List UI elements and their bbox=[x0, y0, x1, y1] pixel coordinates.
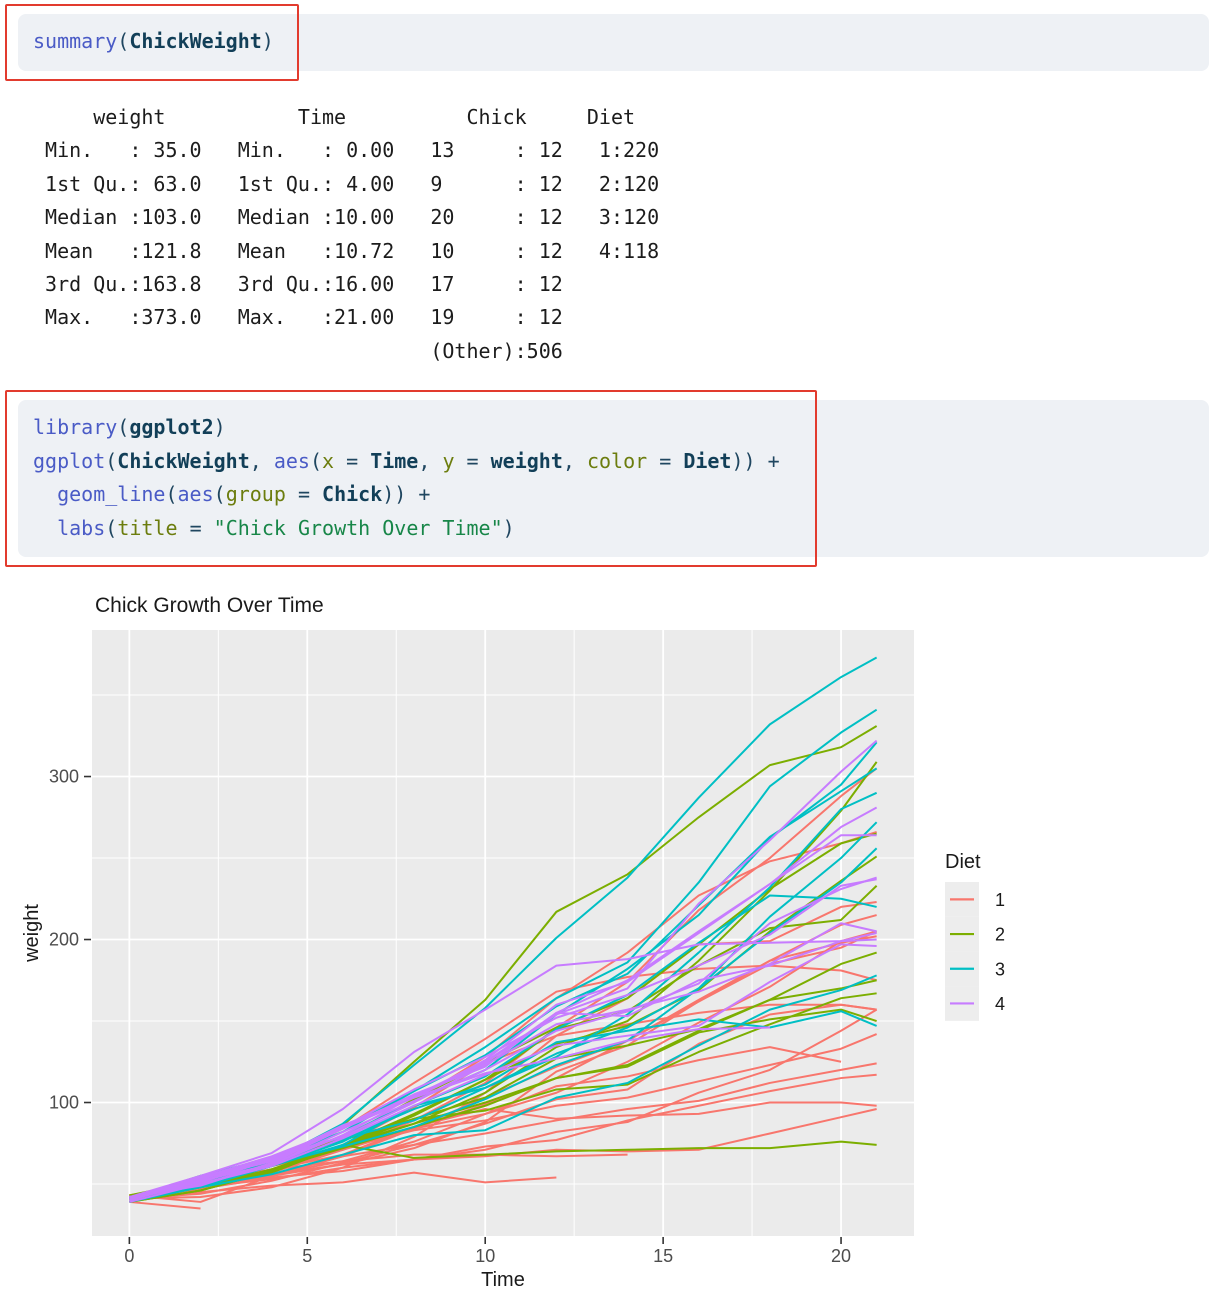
code-token: y bbox=[442, 448, 455, 473]
legend-label: 2 bbox=[995, 925, 1005, 945]
code-token: Time bbox=[370, 448, 419, 473]
code-token bbox=[33, 516, 57, 540]
code-token: ) bbox=[213, 415, 226, 439]
summary-console-output: weight Time Chick Diet Min. : 35.0 Min. … bbox=[45, 105, 660, 363]
code-token: ) bbox=[261, 29, 274, 53]
code-token: group bbox=[225, 482, 286, 506]
code-token: color bbox=[586, 448, 648, 473]
legend-label: 1 bbox=[995, 890, 1005, 910]
code-token: ChickWeight bbox=[117, 448, 250, 473]
plot-panel bbox=[92, 630, 914, 1236]
code-token: aes bbox=[177, 482, 214, 506]
code-token: ( bbox=[117, 29, 130, 53]
code-token: Diet bbox=[683, 448, 732, 473]
code-token: )) + bbox=[731, 448, 780, 473]
code-token: ( bbox=[117, 415, 130, 439]
x-tick-label: 0 bbox=[124, 1246, 134, 1266]
code-token: weight bbox=[490, 448, 563, 473]
code-token: Chick bbox=[322, 482, 383, 506]
code-token: geom_line bbox=[57, 482, 166, 506]
chick-line-19 bbox=[129, 1008, 878, 1197]
chart-svg: Chick Growth Over Time 0 5 10 15 20 100 200 300 T… bbox=[21, 594, 1005, 1291]
code-line: ggplot(ChickWeight, aes(x = Time, y = we… bbox=[33, 445, 1209, 479]
code-token: = bbox=[454, 448, 491, 473]
legend-label: 3 bbox=[995, 959, 1005, 979]
code-token: title bbox=[117, 515, 178, 540]
code-token: , bbox=[249, 448, 274, 473]
code-token: , bbox=[562, 448, 587, 473]
chick-line-30 bbox=[129, 1008, 877, 1199]
code-block-summary: summary(ChickWeight) bbox=[18, 14, 1209, 71]
chick-line-47 bbox=[129, 922, 877, 1200]
code-line: labs(title = "Chick Growth Over Time") bbox=[33, 512, 1209, 546]
code-token bbox=[33, 482, 57, 506]
x-axis-title: Time bbox=[481, 1269, 525, 1291]
y-tick-label: 100 bbox=[49, 1093, 79, 1113]
chick-line-43 bbox=[129, 938, 877, 1199]
y-tick-label: 200 bbox=[49, 930, 79, 950]
code-token: ( bbox=[213, 482, 226, 506]
legend-title: Diet bbox=[945, 851, 981, 873]
x-tick-label: 5 bbox=[302, 1246, 312, 1266]
code-token: ( bbox=[165, 482, 178, 506]
code-token: ( bbox=[309, 448, 323, 473]
chick-line-10 bbox=[129, 1062, 877, 1200]
x-tick-label: 10 bbox=[475, 1246, 495, 1266]
x-tick-label: 20 bbox=[831, 1246, 851, 1266]
y-tick-label: 300 bbox=[49, 767, 79, 787]
code-token: = bbox=[647, 448, 684, 473]
chick-line-50 bbox=[129, 834, 877, 1200]
code-token: = bbox=[285, 482, 323, 506]
x-tick-label: 15 bbox=[653, 1246, 673, 1266]
chick-line-20 bbox=[129, 1073, 877, 1200]
code-token: library bbox=[33, 415, 118, 439]
code-token: ChickWeight bbox=[129, 29, 262, 53]
chick-line-16 bbox=[129, 1171, 557, 1200]
code-token: summary bbox=[33, 29, 118, 53]
code-token: ggplot2 bbox=[129, 415, 214, 439]
chart-title: Chick Growth Over Time bbox=[95, 594, 324, 617]
code-token: ) bbox=[502, 515, 515, 540]
code-token: ( bbox=[105, 515, 118, 540]
code-token: ggplot bbox=[33, 448, 106, 473]
chick-line-18 bbox=[129, 1200, 201, 1210]
code-token: = bbox=[177, 515, 214, 540]
code-line: geom_line(aes(group = Chick)) + bbox=[33, 478, 1209, 512]
code-token: )) + bbox=[382, 482, 431, 506]
chick-line-45 bbox=[129, 943, 877, 1200]
code-token: = bbox=[334, 448, 371, 473]
code-token: "Chick Growth Over Time" bbox=[213, 515, 503, 540]
code-token: ( bbox=[105, 448, 118, 473]
legend-label: 4 bbox=[995, 994, 1005, 1014]
code-line: summary(ChickWeight) bbox=[33, 25, 1209, 59]
chick-growth-chart: Chick Growth Over Time 0 5 10 15 20 100 200 300 T… bbox=[0, 570, 1228, 1291]
code-block-ggplot: library(ggplot2) ggplot(ChickWeight, aes(… bbox=[18, 400, 1209, 557]
code-token: , bbox=[418, 448, 443, 473]
chick-line-49 bbox=[129, 878, 877, 1202]
code-line: library(ggplot2) bbox=[33, 411, 1209, 445]
code-token: x bbox=[322, 448, 335, 473]
chick-line-37 bbox=[129, 974, 878, 1200]
code-token: aes bbox=[273, 448, 310, 473]
code-token: labs bbox=[57, 515, 106, 540]
y-axis-title: weight bbox=[21, 904, 43, 963]
